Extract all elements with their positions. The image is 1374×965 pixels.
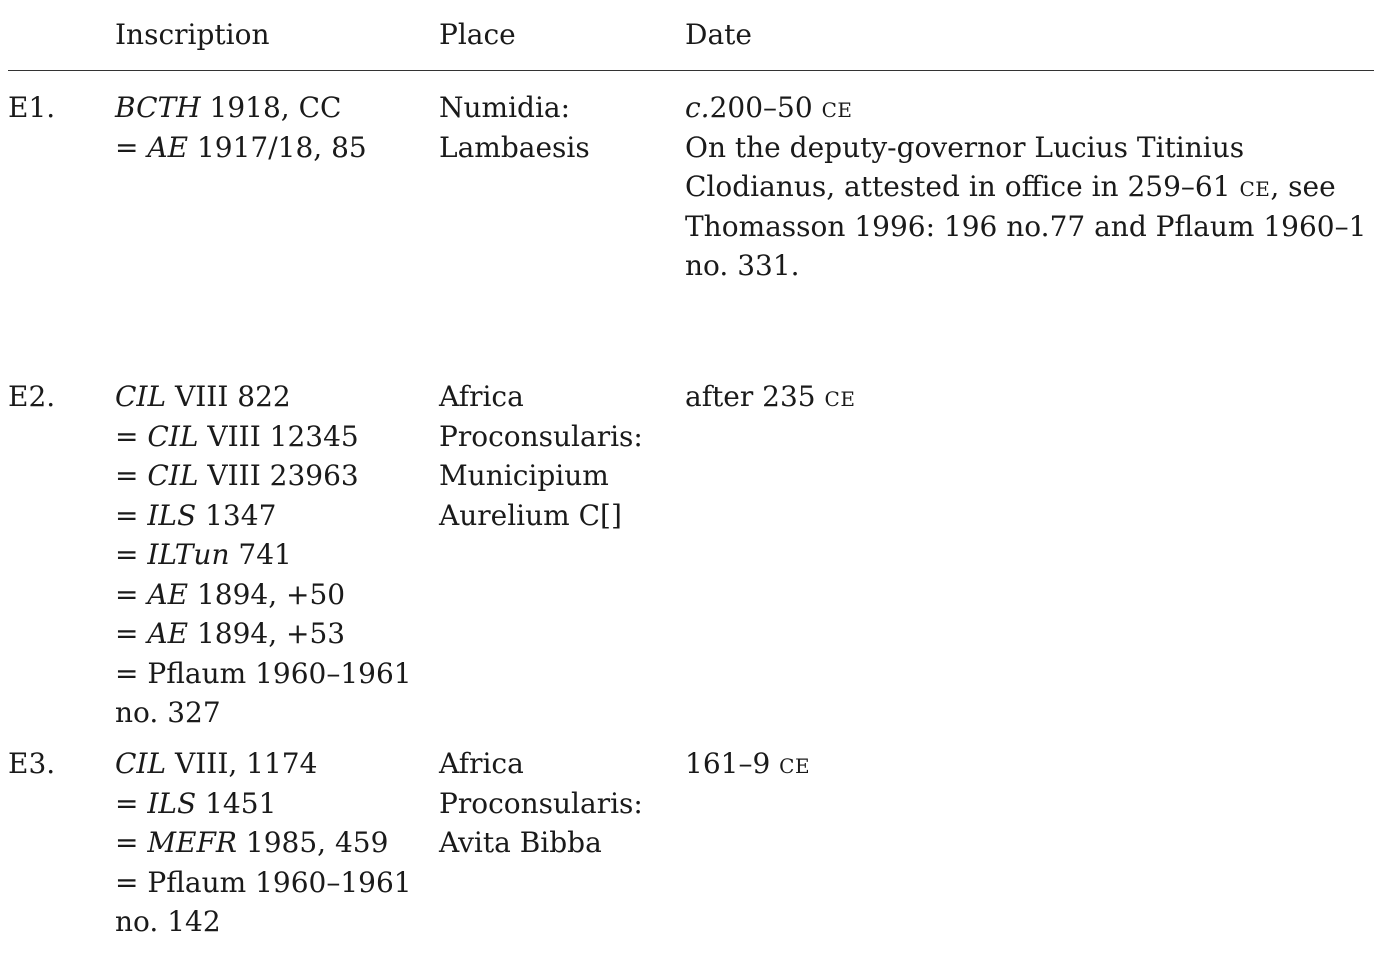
row-id: E2. [8, 380, 56, 413]
inscription-reference: no. 327 [115, 696, 221, 729]
inscription-siglum: ILS [147, 498, 197, 532]
inscription-reference: 1985, 459 [237, 826, 389, 859]
place-line: Africa [439, 747, 524, 780]
date-note-line: Thomasson 1996: 196 no.77 and Pflaum 196… [685, 209, 1367, 243]
inscription-line: CIL VIII 822 [115, 377, 412, 417]
date-era: CE [779, 747, 811, 780]
inscription-line: = Pflaum 1960–1961 [115, 654, 412, 694]
date-cell: 161–9 CE [685, 744, 810, 784]
inscription-reference: 741 [229, 538, 292, 571]
date-era: CE [824, 380, 856, 413]
inscription-line: = CIL VIII 23963 [115, 456, 412, 496]
place-cell: Africa Proconsularis: Avita Bibba [439, 744, 643, 863]
inscription-line: = AE 1917/18, 85 [115, 128, 367, 168]
inscription-line: = ILTun 741 [115, 535, 412, 575]
place-line: Lambaesis [439, 130, 590, 164]
inscription-equals: = [115, 538, 148, 571]
inscription-siglum: CIL [115, 380, 167, 413]
date-era: CE [1239, 170, 1271, 203]
inscription-reference: 1894, +50 [188, 577, 346, 611]
inscription-equals: = [115, 865, 148, 899]
inscription-line: = Pflaum 1960–1961 [115, 863, 412, 903]
inscription-equals: = [115, 826, 148, 859]
column-header-inscription: Inscription [115, 18, 270, 51]
inscription-siglum: CIL [147, 459, 199, 492]
inscription-reference: 1894, +53 [188, 617, 346, 650]
place-cell: Numidia: Lambaesis [439, 88, 590, 167]
inscription-line: = AE 1894, +50 [115, 575, 412, 615]
inscription-equals: = [115, 419, 148, 453]
place-line: Numidia: [439, 91, 571, 124]
inscription-cell: BCTH 1918, CC = AE 1917/18, 85 [115, 88, 367, 167]
inscription-reference: 1347 [196, 498, 277, 532]
date-note-line: no. 331. [685, 249, 800, 282]
inscription-line: = AE 1894, +53 [115, 614, 412, 654]
date-text: 161–9 [685, 747, 780, 780]
inscription-siglum: AE [147, 577, 189, 611]
inscription-siglum: ILS [147, 786, 197, 820]
inscription-line: no. 327 [115, 693, 412, 733]
inscription-reference: VIII, 1174 [166, 747, 318, 780]
inscription-siglum: AE [147, 617, 189, 650]
date-note-text: , see [1270, 170, 1336, 203]
inscription-siglum: MEFR [147, 826, 237, 859]
place-cell: Africa Proconsularis: Municipium Aureliu… [439, 377, 643, 535]
place-line: Proconsularis: [439, 419, 643, 453]
inscription-reference: 1917/18, 85 [188, 130, 367, 164]
row-id: E3. [8, 747, 56, 780]
inscription-reference: no. 142 [115, 905, 221, 938]
place-line: Aurelium C[] [439, 498, 622, 532]
inscription-siglum: BCTH [115, 91, 201, 124]
inscription-equals: = [115, 130, 148, 164]
inscription-cell: CIL VIII 822 = CIL VIII 12345 = CIL VIII… [115, 377, 412, 733]
date-note-line: On the deputy-governor Lucius Titinius [685, 130, 1245, 164]
date-circa: c. [685, 91, 710, 124]
place-line: Africa [439, 380, 524, 413]
date-note-text: Clodianus, attested in office in 259–61 [685, 170, 1240, 203]
inscription-line: no. 142 [115, 902, 412, 942]
inscription-reference: VIII 12345 [198, 419, 359, 453]
date-line: 161–9 CE [685, 744, 810, 784]
inscription-reference: 1451 [196, 786, 277, 820]
date-text: after 235 [685, 380, 825, 413]
place-line: Proconsularis: [439, 786, 643, 820]
inscription-cell: CIL VIII, 1174 = ILS 1451 = MEFR 1985, 4… [115, 744, 412, 942]
inscription-equals: = [115, 656, 148, 690]
place-line: Avita Bibba [439, 826, 602, 859]
inscription-siglum: CIL [115, 747, 167, 780]
column-header-place: Place [439, 18, 516, 51]
inscription-reference: 1918, CC [200, 91, 342, 124]
date-cell: c.200–50 CE On the deputy-governor Luciu… [685, 88, 1366, 286]
inscription-reference: VIII 822 [166, 380, 291, 413]
column-header-date: Date [685, 18, 752, 51]
inscription-line: = CIL VIII 12345 [115, 417, 412, 457]
inscription-siglum: CIL [147, 419, 199, 453]
inscription-equals: = [115, 459, 148, 492]
inscription-siglum: ILTun [147, 538, 230, 571]
inscription-reference: VIII 23963 [198, 459, 359, 492]
date-note-line: Clodianus, attested in office in 259–61 … [685, 167, 1366, 207]
inscription-line: = MEFR 1985, 459 [115, 823, 412, 863]
inscription-reference: Pflaum 1960–1961 [147, 656, 412, 690]
date-range: 200–50 [709, 91, 813, 124]
place-line: Municipium [439, 459, 609, 492]
date-line: c.200–50 CE [685, 88, 1366, 128]
inscription-equals: = [115, 786, 148, 820]
inscription-equals: = [115, 577, 148, 611]
inscription-line: BCTH 1918, CC [115, 88, 367, 128]
header-rule [8, 70, 1374, 71]
date-era: CE [821, 91, 853, 124]
inscription-equals: = [115, 498, 148, 532]
row-id: E1. [8, 91, 56, 124]
inscription-equals: = [115, 617, 148, 650]
inscription-line: CIL VIII, 1174 [115, 744, 412, 784]
date-cell: after 235 CE [685, 377, 855, 417]
inscription-siglum: AE [147, 130, 189, 164]
date-line: after 235 CE [685, 377, 855, 417]
inscription-reference: Pflaum 1960–1961 [147, 865, 412, 899]
inscription-line: = ILS 1451 [115, 784, 412, 824]
inscription-line: = ILS 1347 [115, 496, 412, 536]
